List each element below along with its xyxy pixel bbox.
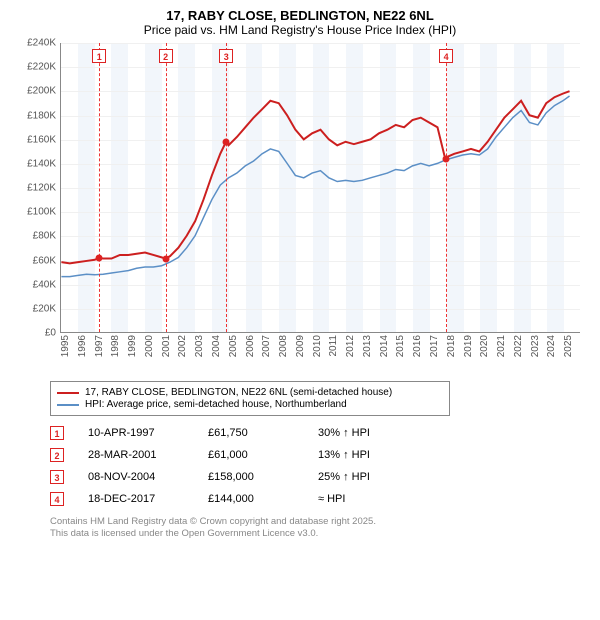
x-tick-label: 2006: [245, 335, 256, 357]
x-tick-label: 2013: [362, 335, 373, 357]
x-tick-label: 2008: [278, 335, 289, 357]
sale-diff: 30% ↑ HPI: [318, 427, 418, 439]
y-tick-label: £140K: [27, 158, 56, 169]
sale-marker-line: [99, 43, 100, 332]
sale-marker-badge: 4: [439, 49, 453, 63]
sale-row-badge: 3: [50, 470, 64, 484]
title-address: 17, RABY CLOSE, BEDLINGTON, NE22 6NL: [10, 8, 590, 23]
sale-date: 10-APR-1997: [88, 427, 208, 439]
plot-area: 1 2 3 4: [60, 43, 580, 333]
y-tick-label: £240K: [27, 38, 56, 49]
footer-attribution: Contains HM Land Registry data © Crown c…: [50, 516, 590, 541]
y-tick-label: £180K: [27, 110, 56, 121]
y-tick-label: £200K: [27, 86, 56, 97]
x-tick-label: 2023: [530, 335, 541, 357]
y-tick-label: £40K: [33, 279, 56, 290]
x-tick-label: 2015: [395, 335, 406, 357]
x-tick-label: 2019: [463, 335, 474, 357]
x-axis: 1995 1996 1997 1998 1999 2000 2001 2002 2003 2004…: [60, 333, 580, 373]
sale-row: 1 10-APR-1997£61,75030% ↑ HPI: [50, 422, 590, 444]
title-block: 17, RABY CLOSE, BEDLINGTON, NE22 6NL Pri…: [10, 8, 590, 37]
line-series-svg: [61, 43, 580, 332]
sale-date: 08-NOV-2004: [88, 471, 208, 483]
x-tick-label: 2018: [446, 335, 457, 357]
x-tick-label: 2014: [379, 335, 390, 357]
x-tick-label: 2020: [479, 335, 490, 357]
y-tick-label: £220K: [27, 62, 56, 73]
series-hpi: [61, 96, 569, 277]
sale-price: £61,750: [208, 427, 318, 439]
sale-price: £61,000: [208, 449, 318, 461]
sale-marker-badge: 2: [159, 49, 173, 63]
x-tick-label: 2000: [144, 335, 155, 357]
x-tick-label: 1995: [60, 335, 71, 357]
legend-swatch: [57, 404, 79, 406]
chart-container: 17, RABY CLOSE, BEDLINGTON, NE22 6NL Pri…: [0, 0, 600, 549]
sale-diff: ≈ HPI: [318, 493, 418, 505]
x-tick-label: 2017: [429, 335, 440, 357]
x-tick-label: 2005: [228, 335, 239, 357]
sales-table: 1 10-APR-1997£61,75030% ↑ HPI 2 28-MAR-2001…: [50, 422, 590, 510]
x-tick-label: 1999: [127, 335, 138, 357]
sale-diff: 25% ↑ HPI: [318, 471, 418, 483]
x-tick-label: 2007: [261, 335, 272, 357]
sale-marker-dot: [96, 255, 103, 262]
legend-label: 17, RABY CLOSE, BEDLINGTON, NE22 6NL (se…: [85, 387, 392, 398]
y-axis: £0£20K£40K£60K£80K£100K£120K£140K£160K£1…: [20, 43, 60, 333]
x-tick-label: 2024: [546, 335, 557, 357]
y-tick-label: £160K: [27, 134, 56, 145]
sale-price: £158,000: [208, 471, 318, 483]
x-tick-label: 1998: [110, 335, 121, 357]
x-tick-label: 2011: [328, 335, 339, 357]
sale-row: 3 08-NOV-2004£158,00025% ↑ HPI: [50, 466, 590, 488]
x-tick-label: 2021: [496, 335, 507, 357]
sale-date: 18-DEC-2017: [88, 493, 208, 505]
x-tick-label: 2016: [412, 335, 423, 357]
sale-marker-line: [166, 43, 167, 332]
sale-marker-dot: [223, 139, 230, 146]
sale-marker-dot: [162, 256, 169, 263]
sale-marker-line: [446, 43, 447, 332]
x-tick-label: 2022: [513, 335, 524, 357]
x-tick-label: 2004: [211, 335, 222, 357]
sale-diff: 13% ↑ HPI: [318, 449, 418, 461]
y-tick-label: £20K: [33, 303, 56, 314]
legend-row: 17, RABY CLOSE, BEDLINGTON, NE22 6NL (se…: [57, 387, 443, 398]
y-tick-label: £100K: [27, 207, 56, 218]
sale-row: 2 28-MAR-2001£61,00013% ↑ HPI: [50, 444, 590, 466]
x-tick-label: 2009: [295, 335, 306, 357]
y-tick-label: £80K: [33, 231, 56, 242]
y-tick-label: £60K: [33, 255, 56, 266]
x-tick-label: 2002: [177, 335, 188, 357]
sale-row-badge: 1: [50, 426, 64, 440]
legend-label: HPI: Average price, semi-detached house,…: [85, 399, 347, 410]
y-tick-label: £0: [45, 328, 56, 339]
x-tick-label: 2025: [563, 335, 574, 357]
x-tick-label: 2010: [312, 335, 323, 357]
sale-marker-line: [226, 43, 227, 332]
x-tick-label: 2001: [161, 335, 172, 357]
sale-marker-dot: [443, 156, 450, 163]
sale-marker-badge: 1: [92, 49, 106, 63]
chart-area: £0 £20K £40K £60K £80K £100K £120K £140K £160K £1…: [20, 43, 580, 373]
legend-row: HPI: Average price, semi-detached house,…: [57, 399, 443, 410]
sale-marker-badge: 3: [219, 49, 233, 63]
sale-row: 4 18-DEC-2017£144,000≈ HPI: [50, 488, 590, 510]
x-tick-label: 1996: [77, 335, 88, 357]
title-subtitle: Price paid vs. HM Land Registry's House …: [10, 23, 590, 37]
series-price_paid: [61, 91, 569, 263]
sale-row-badge: 2: [50, 448, 64, 462]
footer-line2: This data is licensed under the Open Gov…: [50, 528, 590, 540]
sale-date: 28-MAR-2001: [88, 449, 208, 461]
sale-price: £144,000: [208, 493, 318, 505]
y-tick-label: £120K: [27, 183, 56, 194]
x-tick-label: 2003: [194, 335, 205, 357]
legend-swatch: [57, 392, 79, 394]
legend-box: 17, RABY CLOSE, BEDLINGTON, NE22 6NL (se…: [50, 381, 450, 416]
x-tick-label: 2012: [345, 335, 356, 357]
x-tick-label: 1997: [94, 335, 105, 357]
footer-line1: Contains HM Land Registry data © Crown c…: [50, 516, 590, 528]
sale-row-badge: 4: [50, 492, 64, 506]
